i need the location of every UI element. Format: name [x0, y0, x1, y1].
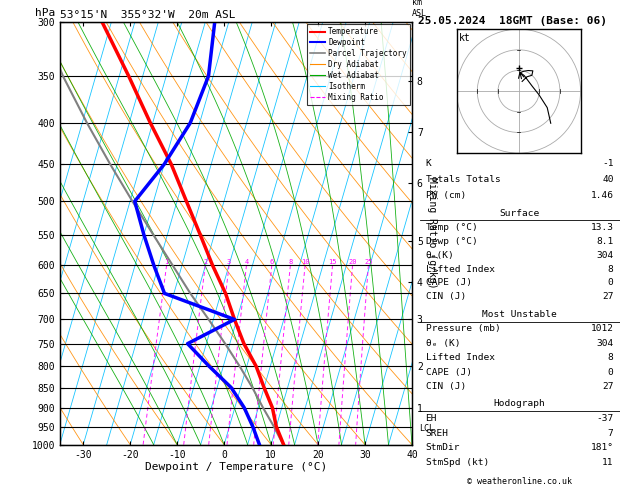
- Text: 6: 6: [270, 260, 274, 265]
- Text: K: K: [426, 159, 431, 168]
- Text: 25: 25: [364, 260, 372, 265]
- Text: hPa: hPa: [35, 8, 55, 17]
- Text: SREH: SREH: [426, 429, 448, 437]
- Text: -37: -37: [596, 414, 613, 423]
- Text: Pressure (mb): Pressure (mb): [426, 324, 500, 333]
- Text: 1012: 1012: [591, 324, 613, 333]
- Text: Temp (°C): Temp (°C): [426, 223, 477, 232]
- Text: Lifted Index: Lifted Index: [426, 353, 494, 362]
- X-axis label: Dewpoint / Temperature (°C): Dewpoint / Temperature (°C): [145, 462, 327, 472]
- Text: 8: 8: [608, 264, 613, 274]
- Text: 8.1: 8.1: [596, 237, 613, 246]
- Text: 4: 4: [244, 260, 248, 265]
- Text: 1: 1: [164, 260, 169, 265]
- Text: StmDir: StmDir: [426, 443, 460, 452]
- Text: CIN (J): CIN (J): [426, 382, 466, 391]
- Text: 13.3: 13.3: [591, 223, 613, 232]
- Text: 25.05.2024  18GMT (Base: 06): 25.05.2024 18GMT (Base: 06): [418, 16, 607, 26]
- Text: 304: 304: [596, 251, 613, 260]
- Text: CAPE (J): CAPE (J): [426, 367, 472, 377]
- Text: 53°15'N  355°32'W  20m ASL: 53°15'N 355°32'W 20m ASL: [60, 10, 235, 20]
- Text: 27: 27: [602, 292, 613, 301]
- Text: -1: -1: [602, 159, 613, 168]
- Text: 8: 8: [608, 353, 613, 362]
- Text: kt: kt: [459, 33, 471, 43]
- Text: 304: 304: [596, 339, 613, 347]
- Text: PW (cm): PW (cm): [426, 191, 466, 200]
- Text: 3: 3: [227, 260, 231, 265]
- Text: Totals Totals: Totals Totals: [426, 175, 500, 184]
- Y-axis label: Mixing Ratio (g/kg): Mixing Ratio (g/kg): [426, 177, 437, 289]
- Text: km
ASL: km ASL: [412, 0, 427, 17]
- Text: 15: 15: [328, 260, 337, 265]
- Text: 7: 7: [608, 429, 613, 437]
- Text: Dewp (°C): Dewp (°C): [426, 237, 477, 246]
- Text: 10: 10: [301, 260, 309, 265]
- Text: Hodograph: Hodograph: [494, 399, 545, 408]
- Text: Lifted Index: Lifted Index: [426, 264, 494, 274]
- Text: 20: 20: [348, 260, 357, 265]
- Text: © weatheronline.co.uk: © weatheronline.co.uk: [467, 477, 572, 486]
- Text: 2: 2: [203, 260, 208, 265]
- Text: 181°: 181°: [591, 443, 613, 452]
- Text: 0: 0: [608, 278, 613, 287]
- Text: 27: 27: [602, 382, 613, 391]
- Text: EH: EH: [426, 414, 437, 423]
- Text: θₑ (K): θₑ (K): [426, 339, 460, 347]
- Text: CAPE (J): CAPE (J): [426, 278, 472, 287]
- Text: LCL: LCL: [419, 424, 434, 433]
- Text: θₑ(K): θₑ(K): [426, 251, 454, 260]
- Legend: Temperature, Dewpoint, Parcel Trajectory, Dry Adiabat, Wet Adiabat, Isotherm, Mi: Temperature, Dewpoint, Parcel Trajectory…: [306, 24, 409, 104]
- Text: Surface: Surface: [499, 209, 540, 218]
- Text: 8: 8: [288, 260, 292, 265]
- Text: 40: 40: [602, 175, 613, 184]
- Text: StmSpd (kt): StmSpd (kt): [426, 458, 489, 467]
- Text: 11: 11: [602, 458, 613, 467]
- Text: Most Unstable: Most Unstable: [482, 310, 557, 319]
- Text: 0: 0: [608, 367, 613, 377]
- Text: CIN (J): CIN (J): [426, 292, 466, 301]
- Text: 1.46: 1.46: [591, 191, 613, 200]
